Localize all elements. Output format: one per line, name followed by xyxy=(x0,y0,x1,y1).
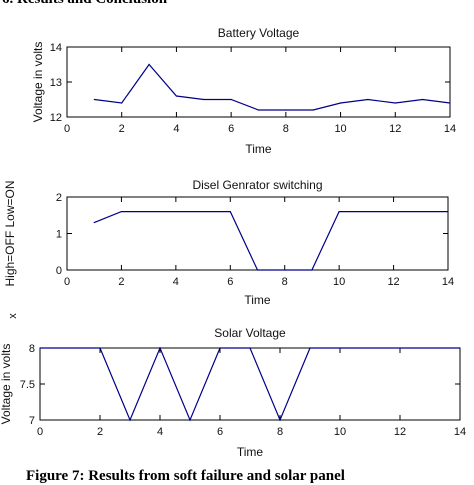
x-axis-label: Time xyxy=(244,293,271,307)
x-tick-label: 14 xyxy=(442,276,454,288)
x-tick-label: 14 xyxy=(454,426,466,438)
y-axis-label: Voltage in volts xyxy=(0,344,13,425)
y-tick-label: 1 xyxy=(56,229,62,241)
data-point xyxy=(148,63,150,66)
data-point xyxy=(203,98,205,101)
x-tick-label: 4 xyxy=(157,426,163,438)
x-tick-label: 2 xyxy=(119,123,125,135)
chart-title: Disel Genrator switching xyxy=(192,178,322,192)
data-point xyxy=(311,269,313,271)
data-point xyxy=(312,109,314,111)
y-tick-label: 14 xyxy=(50,42,62,54)
chart-title: Battery Voltage xyxy=(218,26,300,40)
y-tick-label: 7 xyxy=(29,415,35,427)
x-tick-label: 10 xyxy=(333,276,345,288)
x-tick-label: 14 xyxy=(444,123,456,135)
data-point xyxy=(279,419,281,421)
data-point xyxy=(159,347,161,349)
data-point xyxy=(93,98,95,101)
data-point xyxy=(285,109,287,111)
x-tick-label: 6 xyxy=(217,426,223,438)
x-tick-label: 4 xyxy=(173,276,179,288)
y-tick-label: 7.5 xyxy=(20,379,35,391)
data-point xyxy=(189,419,191,421)
plot-frame xyxy=(39,347,461,421)
solar-voltage-chart: 0 2 4 6 8 10 12 14 7 7.5 8 Solar Voltage Time Voltage… xyxy=(0,326,466,459)
section-heading: 6. Results and Conclusion xyxy=(2,0,167,8)
figure-caption: Figure 7: Results from soft failure and … xyxy=(26,468,345,484)
data-point xyxy=(447,211,449,213)
plot-frame xyxy=(66,196,449,271)
data-point xyxy=(175,95,178,97)
x-tick-label: 8 xyxy=(277,426,283,438)
x-tick-label: 4 xyxy=(173,123,179,135)
x-axis-label: Time xyxy=(237,445,264,459)
x-tick-label: 2 xyxy=(97,426,103,438)
data-point xyxy=(256,269,259,271)
x-tick-label: 6 xyxy=(227,276,233,288)
series-line xyxy=(94,63,451,111)
x-tick-label: 8 xyxy=(282,276,288,288)
y-axis-label: High=OFF Low=ON xyxy=(3,180,17,286)
y-tick-label: 0 xyxy=(56,265,62,277)
x-tick-label: 12 xyxy=(387,276,399,288)
data-point xyxy=(339,102,342,104)
data-point xyxy=(99,347,101,349)
data-point xyxy=(120,211,123,213)
y-tick-label: 12 xyxy=(50,112,62,124)
data-point xyxy=(422,98,424,101)
data-point xyxy=(219,347,221,349)
x-tick-label: 10 xyxy=(334,123,346,135)
x-tick-label: 12 xyxy=(389,123,401,135)
data-point xyxy=(394,102,396,104)
x-tick-label: 12 xyxy=(394,426,406,438)
data-point xyxy=(257,109,260,111)
data-point xyxy=(459,347,461,349)
plot-frame xyxy=(66,46,451,118)
x-tick-label: 0 xyxy=(64,276,70,288)
series-line xyxy=(40,346,460,422)
data-point xyxy=(449,102,451,104)
x-tick-label: 0 xyxy=(37,426,43,438)
y-tick-label: 13 xyxy=(50,77,62,89)
y-tick-label: 2 xyxy=(56,192,62,204)
data-point xyxy=(249,347,251,349)
side-mark: x xyxy=(7,313,19,319)
data-point xyxy=(93,221,95,224)
x-tick-label: 6 xyxy=(228,123,234,135)
x-tick-label: 2 xyxy=(118,276,124,288)
data-point xyxy=(129,419,131,421)
data-point xyxy=(39,347,41,349)
data-point xyxy=(338,211,340,213)
data-point xyxy=(309,347,311,349)
x-axis-label: Time xyxy=(245,142,272,156)
x-tick-label: 10 xyxy=(334,426,346,438)
data-point xyxy=(230,98,232,101)
y-tick-label: 8 xyxy=(29,343,35,355)
x-tick-label: 8 xyxy=(283,123,289,135)
chart-title: Solar Voltage xyxy=(214,326,286,340)
battery-voltage-chart: 0 2 4 6 8 10 12 14 12 13 14 Battery Voltage Time Volt… xyxy=(31,26,456,156)
x-tick-label: 0 xyxy=(64,123,70,135)
data-point xyxy=(229,211,231,213)
data-point xyxy=(367,98,369,101)
y-axis-label: Voltage in volts xyxy=(31,42,45,123)
data-point xyxy=(121,102,123,104)
